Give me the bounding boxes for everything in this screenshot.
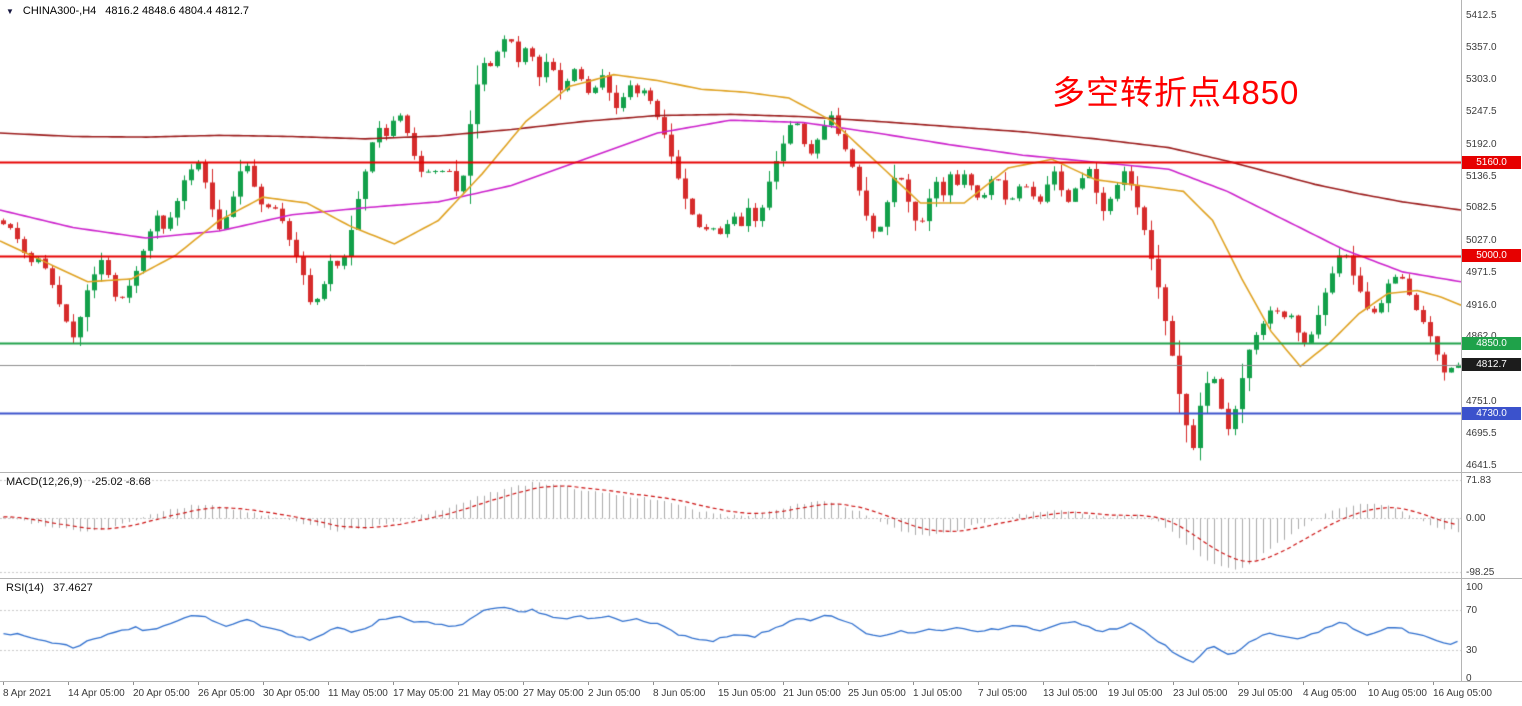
time-axis-tick [588, 682, 589, 685]
price-axis-label: 5303.0 [1466, 73, 1497, 85]
time-axis-label: 20 Apr 05:00 [133, 688, 190, 699]
macd-values: -25.02 -8.68 [91, 476, 151, 488]
time-axis-label: 29 Jul 05:00 [1238, 688, 1293, 699]
time-axis-label: 17 May 05:00 [393, 688, 454, 699]
time-axis-tick [68, 682, 69, 685]
time-axis-tick [848, 682, 849, 685]
macd-axis-label: -98.25 [1466, 566, 1495, 578]
time-axis-tick [1433, 682, 1434, 685]
macd-axis-label: 71.83 [1466, 474, 1492, 486]
macd-indicator-label: MACD(12,26,9) -25.02 -8.68 [6, 476, 157, 488]
time-axis-label: 8 Jun 05:00 [653, 688, 706, 699]
time-axis-label: 21 May 05:00 [458, 688, 519, 699]
rsi-axis-label: 30 [1466, 645, 1478, 657]
time-axis-label: 30 Apr 05:00 [263, 688, 320, 699]
time-axis-tick [718, 682, 719, 685]
rsi-axis-label: 0 [1466, 673, 1472, 684]
price-marker: 5160.0 [1462, 155, 1521, 169]
time-axis-tick [1368, 682, 1369, 685]
macd-axis-label: 0.00 [1466, 513, 1486, 525]
price-axis-label: 5027.0 [1466, 234, 1497, 246]
ohlc-values: 4816.2 4848.6 4804.4 4812.7 [105, 5, 250, 17]
time-axis-label: 25 Jun 05:00 [848, 688, 906, 699]
time-axis-tick [653, 682, 654, 685]
time-axis-label: 4 Aug 05:00 [1303, 688, 1357, 699]
time-axis-tick [913, 682, 914, 685]
time-axis-label: 26 Apr 05:00 [198, 688, 255, 699]
time-axis-tick [133, 682, 134, 685]
time-axis-label: 27 May 05:00 [523, 688, 584, 699]
time-axis-tick [1173, 682, 1174, 685]
time-axis-tick [458, 682, 459, 685]
price-marker: 4730.0 [1462, 406, 1521, 420]
time-axis-label: 16 Aug 05:00 [1433, 688, 1492, 699]
time-axis-label: 23 Jul 05:00 [1173, 688, 1228, 699]
price-axis-label: 4695.5 [1466, 428, 1497, 440]
time-axis-tick [393, 682, 394, 685]
price-axis-label: 5082.5 [1466, 202, 1497, 214]
price-axis-label: 4916.0 [1466, 299, 1497, 311]
macd-panel-canvas[interactable] [0, 473, 1461, 578]
time-axis-tick [1238, 682, 1239, 685]
price-marker: 4850.0 [1462, 336, 1521, 350]
rsi-axis-label: 100 [1466, 582, 1483, 593]
time-axis-label: 11 May 05:00 [328, 688, 388, 699]
rsi-name: RSI(14) [6, 582, 44, 594]
price-axis-label: 5192.0 [1466, 138, 1497, 150]
rsi-axis-label: 70 [1466, 604, 1478, 616]
price-axis-label: 5136.5 [1466, 170, 1497, 182]
time-axis-tick [978, 682, 979, 685]
time-axis-label: 19 Jul 05:00 [1108, 688, 1163, 699]
time-axis-tick [3, 682, 4, 685]
time-axis-tick [523, 682, 524, 685]
rsi-indicator-label: RSI(14) 37.4627 [6, 582, 99, 594]
price-axis-label: 5357.0 [1466, 42, 1497, 54]
price-axis-label: 5412.5 [1466, 9, 1497, 21]
time-axis-tick [1303, 682, 1304, 685]
time-axis-label: 2 Jun 05:00 [588, 688, 641, 699]
time-axis-tick [198, 682, 199, 685]
panel-separator[interactable] [0, 681, 1522, 682]
price-axis-label: 5247.5 [1466, 106, 1497, 118]
time-axis-label: 7 Jul 05:00 [978, 688, 1027, 699]
macd-name: MACD(12,26,9) [6, 476, 83, 488]
price-axis-label: 4641.5 [1466, 459, 1497, 471]
time-axis-label: 8 Apr 2021 [3, 688, 52, 699]
time-axis-tick [1043, 682, 1044, 685]
annotation-text[interactable]: 多空转折点4850 [1052, 74, 1300, 111]
time-axis-label: 14 Apr 05:00 [68, 688, 125, 699]
time-axis-tick [328, 682, 329, 685]
time-axis-tick [1108, 682, 1109, 685]
time-axis[interactable]: 8 Apr 2021 14 Apr 05:00 20 Apr 05:00 26 Apr… [0, 682, 1522, 706]
panel-separator[interactable] [0, 578, 1522, 579]
price-axis[interactable]: 5412.5 5357.0 5303.0 5247.5 5192.0 5136.5 5082… [1462, 0, 1522, 706]
rsi-panel-canvas[interactable] [0, 579, 1461, 681]
time-axis-label: 15 Jun 05:00 [718, 688, 776, 699]
chart-header: ▼ CHINA300-,H4 4816.2 4848.6 4804.4 4812… [6, 5, 249, 17]
time-axis-label: 13 Jul 05:00 [1043, 688, 1098, 699]
time-axis-tick [263, 682, 264, 685]
panel-separator[interactable] [0, 472, 1522, 473]
time-axis-label: 1 Jul 05:00 [913, 688, 962, 699]
symbol-dropdown-icon[interactable]: ▼ [6, 6, 14, 16]
price-chart-canvas[interactable] [0, 0, 1461, 472]
time-axis-tick [783, 682, 784, 685]
price-marker: 5000.0 [1462, 249, 1521, 263]
rsi-value: 37.4627 [52, 582, 93, 594]
price-axis-label: 4971.5 [1466, 267, 1497, 279]
symbol-timeframe-label: CHINA300-,H4 [22, 5, 97, 17]
time-axis-label: 21 Jun 05:00 [783, 688, 841, 699]
price-axis-label: 4751.0 [1466, 395, 1497, 407]
time-axis-label: 10 Aug 05:00 [1368, 688, 1427, 699]
price-scale-separator [1461, 0, 1462, 682]
price-marker: 4812.7 [1462, 358, 1521, 372]
